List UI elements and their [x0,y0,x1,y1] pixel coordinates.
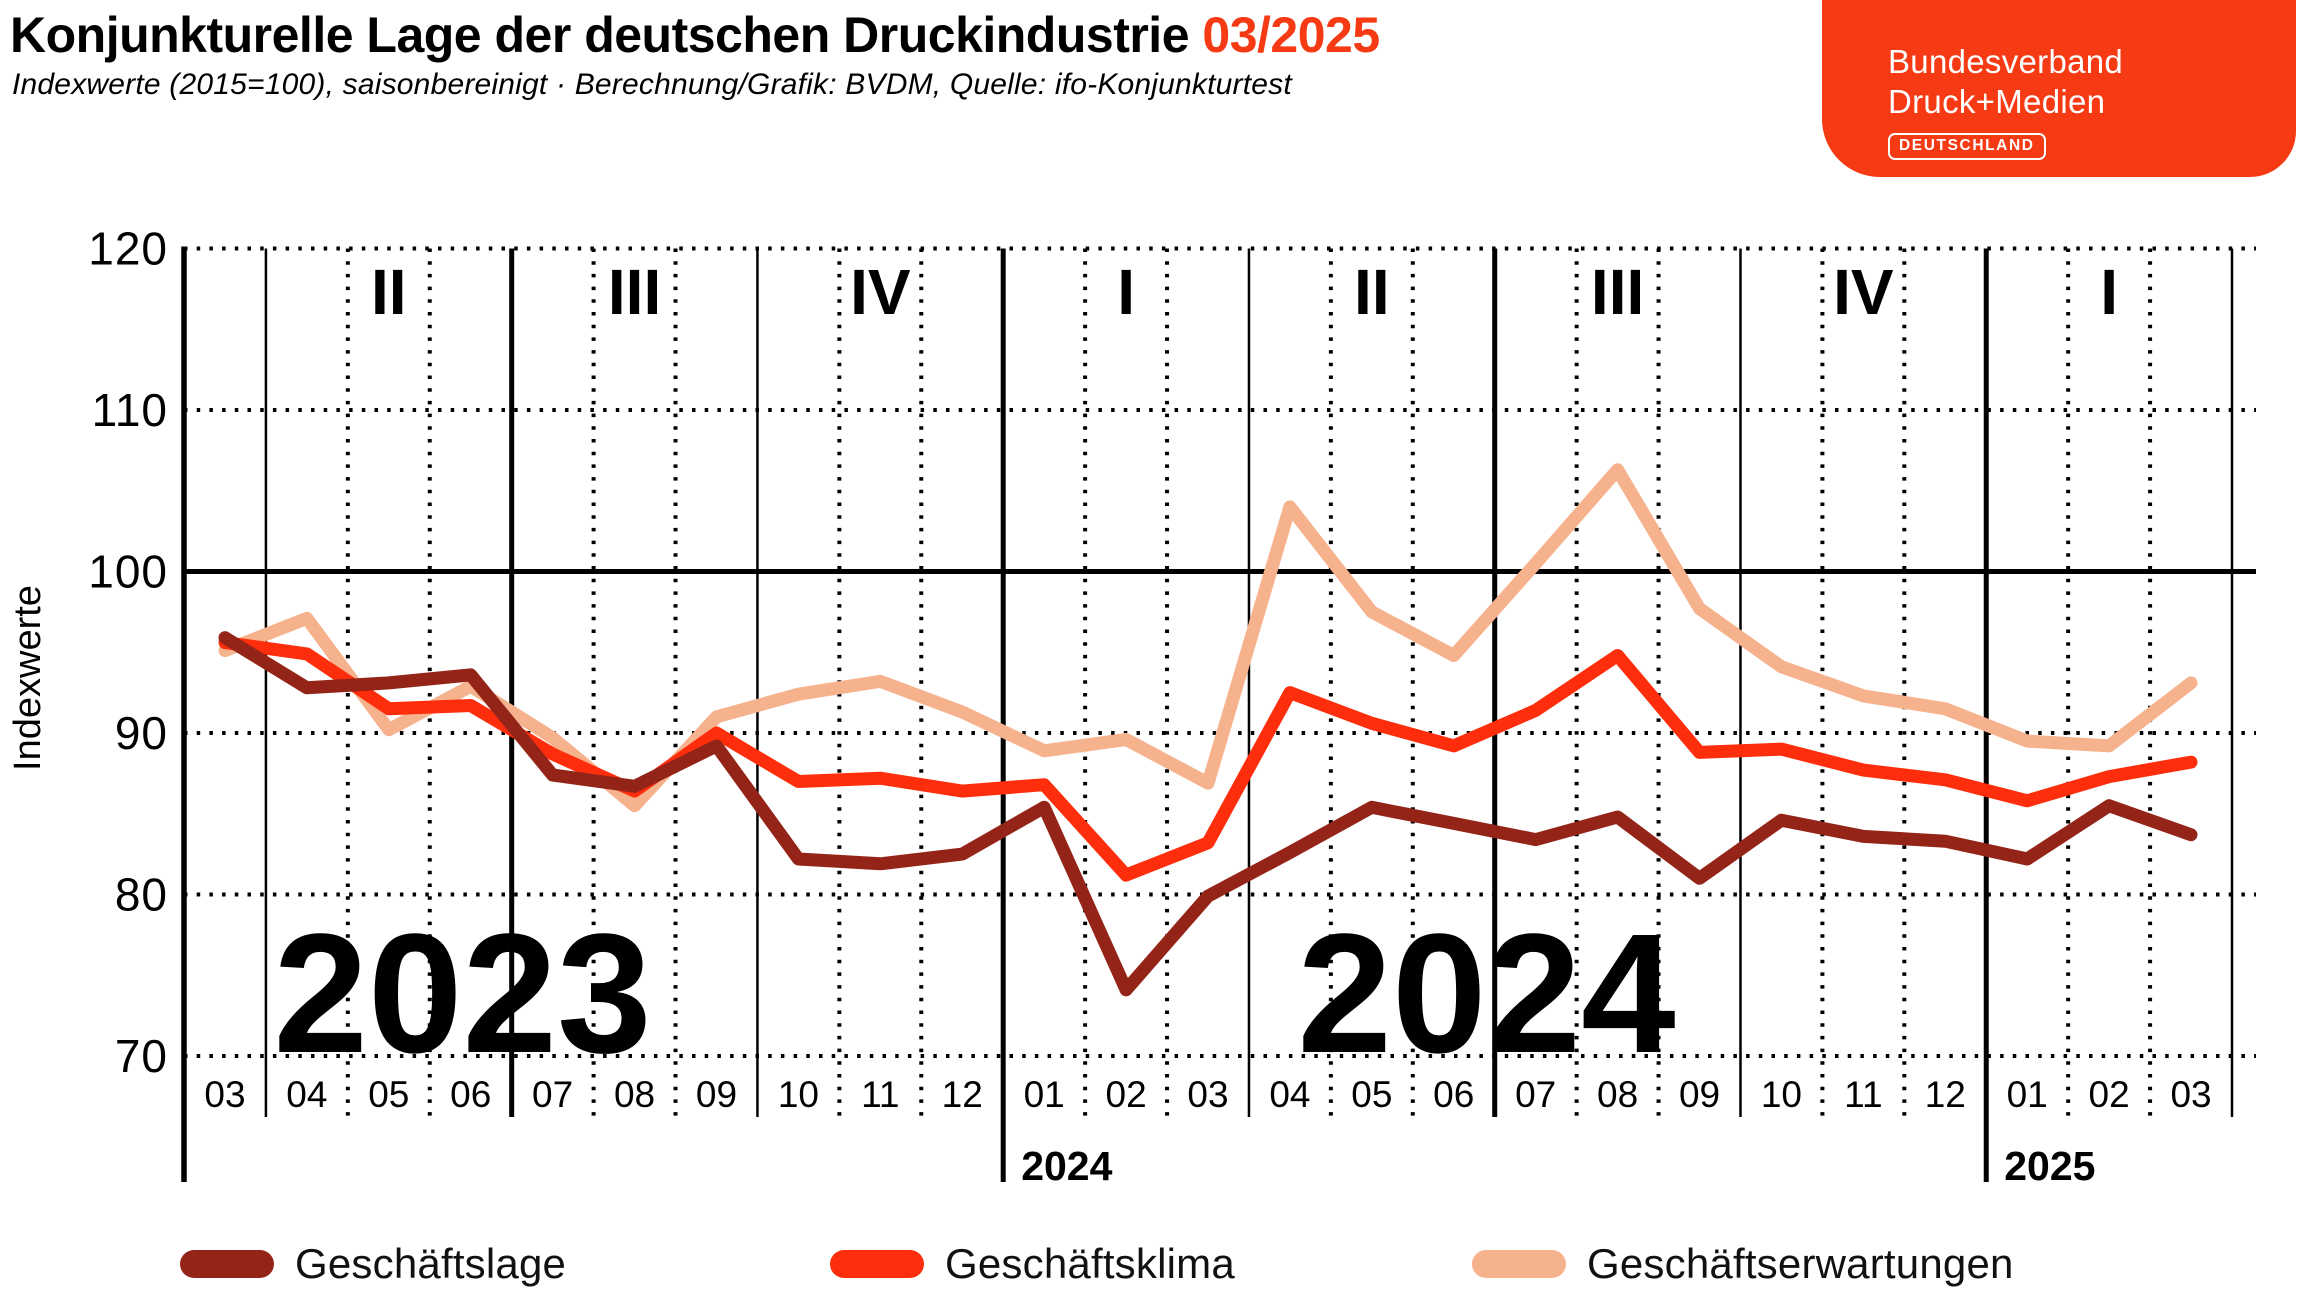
legend-item-geschaeftserwartungen: Geschäftserwartungen [1472,1238,2014,1290]
month-label-14: 05 [1351,1074,1392,1115]
y-tick-100: 100 [88,546,168,598]
y-axis-title: Indexwerte [7,585,49,771]
page-title: Konjunkturelle Lage der deutschen Drucki… [10,6,1380,64]
page-subtitle: Indexwerte (2015=100), saisonbereinigt ·… [12,68,1292,101]
quarter-label-IV: IV [1833,256,1894,328]
year-labels: 2024 2025 [1021,1143,2095,1189]
month-label-16: 07 [1515,1074,1556,1115]
series-line-geschaeftslage [218,631,2198,997]
month-label-11: 02 [1106,1074,1147,1115]
quarter-label-III: III [1591,256,1644,328]
series-line-geschaeftserwartungen [218,463,2198,813]
legend-swatch-geschaeftsklima [830,1250,924,1278]
x-axis-labels: 03 04 05 06 07 08 09 10 11 12 01 02 03 04 05 06 07 08 09 10… [204,1074,2211,1115]
month-label-6: 09 [696,1074,737,1115]
month-label-10: 01 [1024,1074,1065,1115]
month-label-1: 04 [286,1074,327,1115]
bvdm-logo: Bundesverband Druck+Medien DEUTSCHLAND [1822,0,2296,177]
quarter-label-III: III [608,256,661,328]
month-label-19: 10 [1761,1074,1802,1115]
month-label-9: 12 [942,1074,983,1115]
month-label-15: 06 [1433,1074,1474,1115]
quarter-label-II: II [1354,256,1390,328]
y-tick-90: 90 [115,707,168,759]
quarter-label-I: I [2100,256,2118,328]
month-label-8: 11 [861,1074,899,1115]
y-axis-labels: 70 80 90 100 110 120 [88,223,168,1083]
month-label-0: 03 [204,1074,245,1115]
series-lines [218,463,2198,997]
y-tick-80: 80 [115,869,168,921]
legend-label: Geschäftslage [295,1240,567,1287]
legend-label: Geschäftsklima [945,1240,1235,1287]
year-label-2025: 2025 [2004,1143,2095,1189]
month-label-13: 04 [1269,1074,1310,1115]
legend-item-geschaeftsklima: Geschäftsklima [830,1238,1235,1290]
quarter-labels: II III IV I II III IV I [371,256,2118,328]
month-label-5: 08 [614,1074,655,1115]
month-label-4: 07 [532,1074,573,1115]
y-tick-120: 120 [88,223,168,275]
month-label-12: 03 [1187,1074,1228,1115]
year-watermarks: 2023 2024 [273,899,1675,1089]
legend-swatch-geschaeftslage [180,1250,274,1278]
year-label-2024: 2024 [1021,1143,1112,1189]
page-title-period: 03/2025 [1202,7,1380,63]
legend-label: Geschäftserwartungen [1587,1240,2014,1287]
watermark-2023: 2023 [273,899,651,1089]
month-label-2: 05 [368,1074,409,1115]
quarter-label-II: II [371,256,407,328]
month-label-7: 10 [778,1074,819,1115]
month-label-21: 12 [1925,1074,1966,1115]
month-label-24: 03 [2170,1074,2211,1115]
series-line-geschaeftsklima [218,636,2198,882]
month-label-22: 01 [2007,1074,2048,1115]
logo-line-2: Druck+Medien [1888,83,2106,120]
month-label-3: 06 [450,1074,491,1115]
month-label-18: 09 [1679,1074,1720,1115]
legend-item-geschaeftslage: Geschäftslage [180,1238,566,1290]
quarter-label-I: I [1117,256,1135,328]
month-label-17: 08 [1597,1074,1638,1115]
y-tick-70: 70 [115,1030,168,1082]
watermark-2024: 2024 [1297,899,1675,1089]
page-title-text: Konjunkturelle Lage der deutschen Drucki… [10,7,1190,63]
legend-swatch-geschaeftserwartungen [1472,1250,1566,1278]
month-label-20: 11 [1844,1074,1882,1115]
logo-line-1: Bundesverband [1888,43,2124,80]
month-label-23: 02 [2089,1074,2130,1115]
chart-legend: Geschäftslage Geschäftsklima Geschäftser… [0,1238,2305,1294]
y-tick-110: 110 [92,384,168,436]
quarter-label-IV: IV [850,256,911,328]
logo-badge: DEUTSCHLAND [1888,133,2046,160]
